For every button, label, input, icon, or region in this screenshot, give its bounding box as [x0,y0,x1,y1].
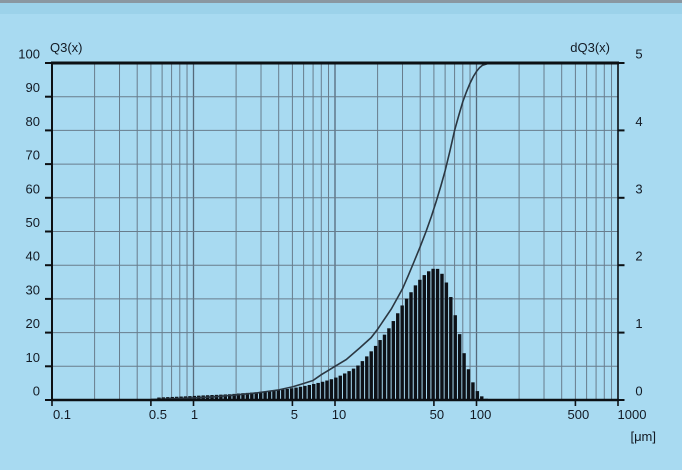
x-axis-ticks: 0.1 0.5 1 5 10 50 100 500 1000 [51,401,647,422]
x-axis-unit-label: [μm] [630,429,656,444]
right-tick-label: 4 [635,114,642,129]
right-axis-title: dQ3(x) [570,40,610,55]
x-tick-label: 500 [568,407,590,422]
left-tick-label: 60 [26,181,40,196]
x-tick-label: 0.5 [149,407,167,422]
left-axis-title: Q3(x) [50,40,83,55]
right-tick-label: 5 [635,47,642,62]
left-tick-label: 100 [18,47,40,62]
right-tick-label: 0 [635,384,642,399]
left-axis-ticks: 0 10 20 30 40 50 60 70 80 90 100 [18,47,52,401]
x-tick-label: 1000 [618,407,647,422]
right-axis-ticks: 0 1 2 3 4 5 [618,47,643,401]
x-tick-label: 0.1 [53,407,71,422]
left-tick-label: 70 [26,148,40,163]
left-tick-label: 10 [26,350,40,365]
left-tick-label: 80 [26,114,40,129]
left-tick-label: 0 [33,384,40,399]
grid [52,63,618,400]
left-tick-label: 50 [26,215,40,230]
x-tick-label: 10 [332,407,346,422]
q3-curve [150,62,618,401]
x-tick-label: 50 [430,407,444,422]
window-title-band [0,3,682,14]
right-tick-label: 3 [635,181,642,196]
left-tick-label: 20 [26,316,40,331]
right-tick-label: 1 [635,316,642,331]
left-tick-label: 90 [26,80,40,95]
window-top-border [0,0,682,3]
x-tick-label: 1 [191,407,198,422]
right-tick-label: 2 [635,249,642,264]
x-tick-label: 5 [291,407,298,422]
left-tick-label: 40 [26,249,40,264]
dq3-histogram [157,268,488,400]
x-tick-label: 100 [470,407,492,422]
left-tick-label: 30 [26,282,40,297]
